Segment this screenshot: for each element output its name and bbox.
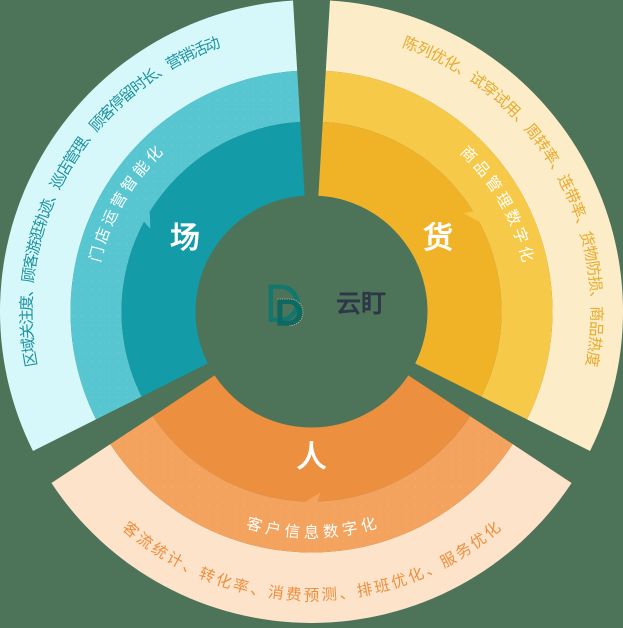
svg-text:、: 、: [587, 291, 605, 307]
svg-text:人: 人: [297, 441, 327, 474]
svg-text:数: 数: [322, 522, 340, 541]
svg-text:商: 商: [587, 306, 605, 322]
svg-text:场: 场: [170, 222, 200, 255]
svg-text:消: 消: [267, 583, 285, 603]
svg-text:度: 度: [582, 350, 602, 368]
svg-text:货: 货: [423, 221, 453, 255]
svg-text:费: 费: [285, 585, 302, 604]
svg-text:字: 字: [341, 519, 359, 539]
svg-text:损: 损: [585, 275, 604, 292]
svg-text:预: 预: [304, 586, 320, 604]
svg-text:、: 、: [249, 581, 267, 601]
svg-text:户: 户: [264, 519, 282, 539]
svg-text:息: 息: [304, 524, 320, 542]
svg-text:信: 信: [284, 522, 301, 541]
svg-text:测: 测: [321, 585, 338, 604]
svg-text:云盯: 云盯: [336, 290, 386, 318]
svg-text:、: 、: [338, 584, 356, 603]
svg-text:排: 排: [355, 580, 374, 601]
